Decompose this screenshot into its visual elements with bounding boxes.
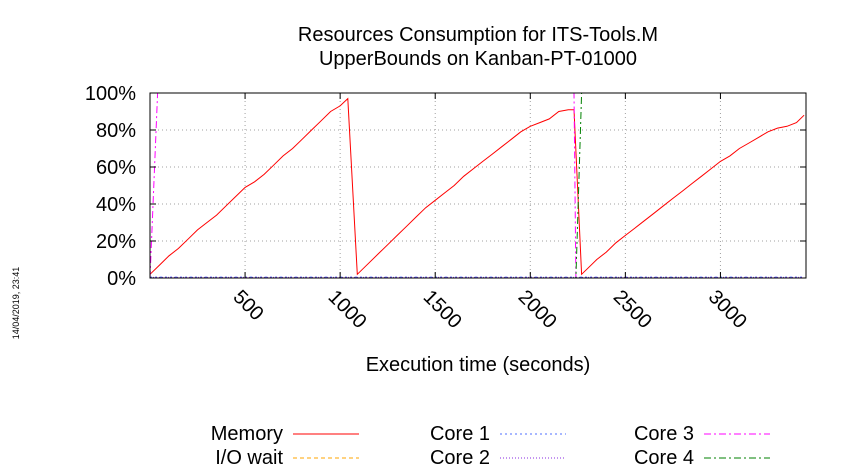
legend-label: Core 1 — [430, 423, 490, 445]
x-tick-label: 1000 — [324, 286, 371, 333]
x-tick-label: 1500 — [419, 286, 466, 333]
legend-label: Memory — [211, 423, 283, 445]
x-tick-label: 3000 — [704, 286, 751, 333]
y-tick-label: 60% — [96, 157, 136, 179]
y-tick-label: 100% — [85, 83, 136, 105]
plot-series — [149, 92, 805, 279]
y-tick-label: 80% — [96, 120, 136, 142]
x-tick-label: 2500 — [609, 286, 656, 333]
axis-ticks: 0% 20% 40% 60% 80% 100% 500 1000 1500 2000 2500 300… — [85, 83, 806, 333]
chart-title-line-2: UpperBounds on Kanban-PT-01000 — [319, 48, 637, 70]
legend-label: Core 4 — [634, 447, 694, 469]
y-tick-label: 0% — [107, 268, 136, 290]
chart-title: Resources Consumption for ITS-Tools.M Up… — [298, 24, 658, 70]
legend-label: Core 3 — [634, 423, 694, 445]
legend-label: Core 2 — [430, 447, 490, 469]
y-tick-label: 20% — [96, 231, 136, 253]
x-axis-label: Execution time (seconds) — [366, 354, 591, 376]
x-tick-label: 2000 — [514, 286, 561, 333]
grid-lines — [150, 93, 806, 278]
plot-frame — [149, 92, 807, 279]
x-tick-label: 500 — [229, 286, 268, 325]
legend-label: I/O wait — [215, 447, 283, 469]
y-tick-label: 40% — [96, 194, 136, 216]
timestamp: 14/04/2019, 23:41 — [11, 267, 21, 340]
chart-title-line-1: Resources Consumption for ITS-Tools.M — [298, 24, 658, 46]
series-line-memory — [149, 97, 805, 276]
